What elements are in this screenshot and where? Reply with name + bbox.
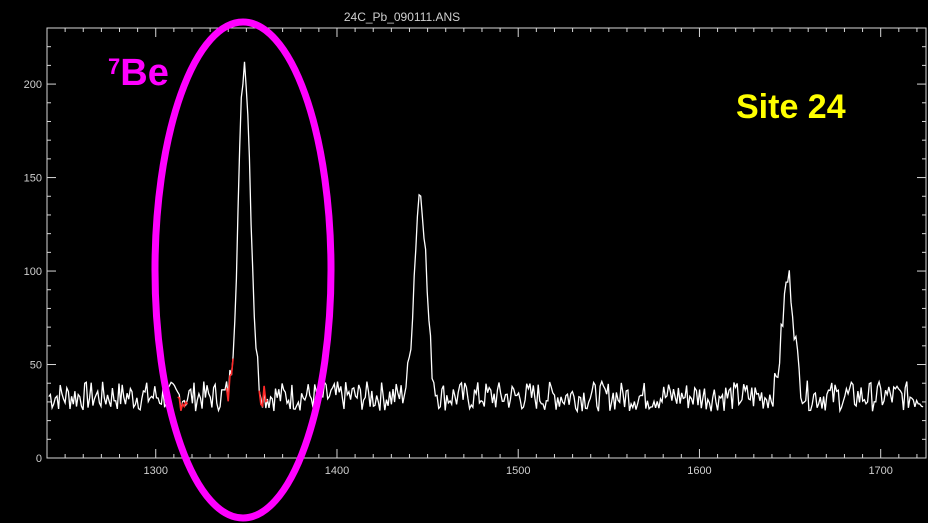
- x-tick-label: 1400: [325, 465, 349, 477]
- x-tick-label: 1700: [868, 465, 892, 477]
- axis-tick-labels: 1300 1400 1500 1600 1700 0 50 100 150 200: [24, 79, 893, 477]
- chart-title: 24C_Pb_090111.ANS: [344, 10, 460, 24]
- be7-highlight-ellipse: [151, 18, 335, 522]
- x-tick-label: 1600: [687, 465, 711, 477]
- y-tick-label: 50: [30, 360, 42, 372]
- x-tick-label: 1300: [144, 465, 168, 477]
- highlighted-region: [225, 358, 234, 402]
- axis-ticks: [46, 27, 926, 459]
- spectrum-line: [48, 61, 924, 414]
- isotope-label: 7Be: [108, 52, 169, 95]
- y-tick-label: 200: [24, 79, 42, 91]
- site-label: Site 24: [736, 88, 846, 126]
- y-tick-label: 100: [24, 266, 42, 278]
- x-tick-label: 1500: [506, 465, 530, 477]
- isotope-name: Be: [120, 52, 169, 94]
- plot-frame: [46, 27, 927, 459]
- spectrum-series: [48, 61, 924, 414]
- highlighted-region: [258, 385, 268, 408]
- y-tick-label: 0: [36, 453, 42, 465]
- highlighted-region: [177, 396, 189, 411]
- y-tick-label: 150: [24, 173, 42, 185]
- isotope-superscript: 7: [108, 54, 121, 79]
